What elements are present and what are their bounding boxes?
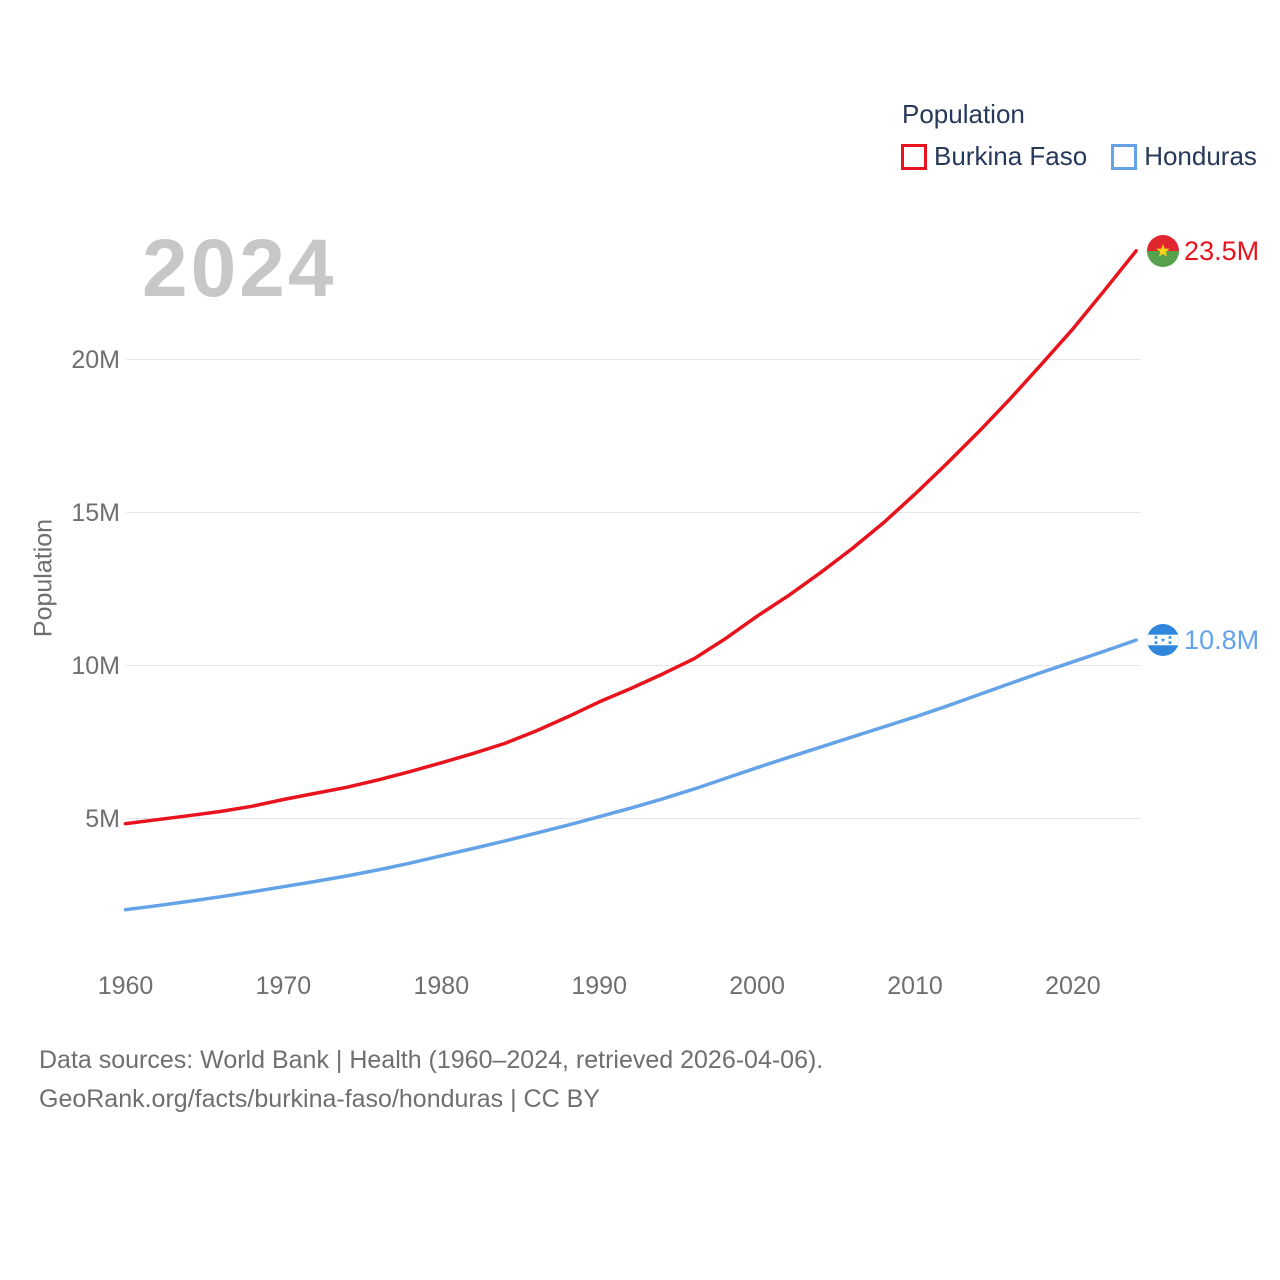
honduras-swatch: [1111, 143, 1138, 170]
footer: Data sources: World Bank | Health (1960–…: [39, 1041, 823, 1119]
watermark-year: 2024: [142, 223, 337, 314]
x-tick-label-1990: 1990: [571, 972, 627, 1000]
y-tick-label-10M: 10M: [71, 651, 120, 680]
footer-data-sources: Data sources: World Bank | Health (1960–…: [39, 1046, 824, 1074]
x-tick-label-2020: 2020: [1045, 972, 1101, 1000]
x-tick-label-2000: 2000: [729, 972, 785, 1000]
legend-items: Burkina Faso Honduras: [901, 141, 1257, 172]
legend-title: Population: [902, 99, 1025, 129]
y-tick-label-20M: 20M: [71, 345, 120, 374]
y-tick-label-15M: 15M: [71, 498, 120, 527]
honduras-end-value: 10.8M: [1184, 625, 1260, 656]
footer-attribution-url: GeoRank.org/facts/burkina-faso/honduras …: [39, 1085, 600, 1113]
legend-item-burkina-faso[interactable]: Burkina Faso: [901, 141, 1087, 172]
legend-label-honduras: Honduras: [1144, 141, 1257, 171]
honduras-line: [123, 638, 1138, 912]
x-tick-label-1980: 1980: [413, 972, 470, 1000]
legend-item-honduras[interactable]: Honduras: [1111, 141, 1257, 172]
y-tick-label-5M: 5M: [85, 804, 120, 833]
burkina-faso-line: [123, 249, 1138, 826]
burkina-faso-end-value: 23.5M: [1184, 235, 1260, 266]
honduras-flag-icon: [1147, 624, 1180, 657]
x-tick-label-2010: 2010: [887, 972, 943, 1000]
burkina-faso-swatch: [901, 143, 927, 170]
x-tick-label-1960: 1960: [97, 972, 154, 1000]
x-tick-label-1970: 1970: [255, 972, 312, 1000]
burkina-faso-flag-icon: [1147, 234, 1180, 267]
legend-label-burkina-faso: Burkina Faso: [934, 141, 1088, 171]
legend: Population Burkina Faso Honduras: [901, 99, 1257, 172]
